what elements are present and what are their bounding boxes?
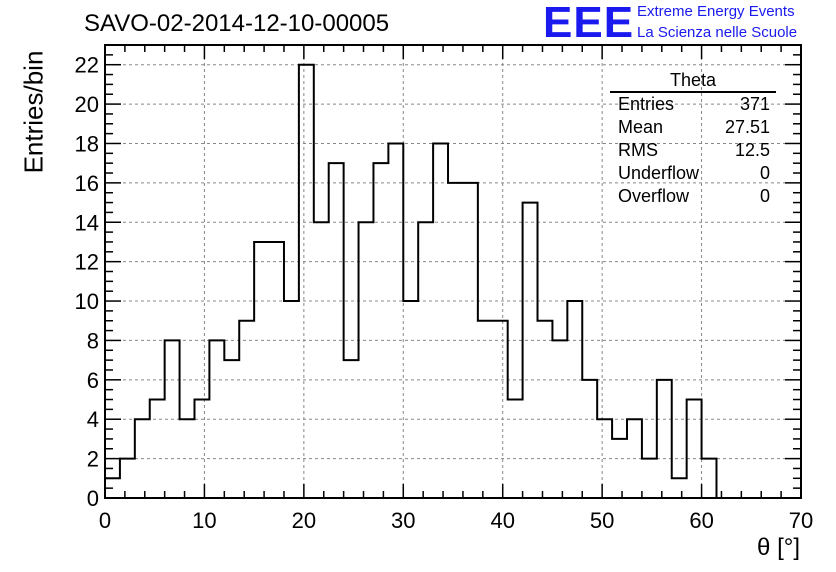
x-tick-label: 70 (789, 508, 813, 533)
stats-value: 27.51 (724, 117, 770, 137)
histogram-bin (224, 360, 239, 498)
histogram-bin (284, 301, 299, 498)
histogram-bin (254, 242, 269, 498)
histogram-bin (150, 400, 165, 498)
y-tick-label: 18 (75, 131, 99, 156)
stats-label: RMS (618, 140, 658, 160)
histogram-bin (120, 459, 135, 498)
y-tick-label: 0 (87, 486, 99, 511)
histogram-bin (209, 340, 224, 498)
histogram-bin (657, 380, 672, 498)
stats-box: Theta Entries 371 Mean 27.51 RMS 12.5 Un… (610, 70, 776, 208)
stats-label: Entries (618, 94, 675, 114)
histogram-bin (687, 400, 702, 498)
y-tick-label: 6 (87, 368, 99, 393)
x-tick-label: 40 (490, 508, 514, 533)
y-tick-label: 14 (75, 210, 99, 235)
histogram-bin (239, 321, 254, 498)
histogram-bin (672, 478, 687, 498)
y-tick-label: 16 (75, 171, 99, 196)
y-tick-label: 4 (87, 407, 99, 432)
x-tick-label: 60 (689, 508, 713, 533)
histogram-bin (433, 143, 448, 498)
plot-title: SAVO-02-2014-12-10-00005 (84, 10, 390, 37)
stats-row-mean: Mean 27.51 (610, 116, 776, 139)
x-tick-label: 50 (590, 508, 614, 533)
y-tick-label: 2 (87, 447, 99, 472)
histogram-bin (373, 163, 388, 498)
histogram-bin (314, 222, 329, 498)
stats-label: Overflow (618, 186, 690, 206)
histogram-bin (552, 340, 567, 498)
stats-row-overflow: Overflow 0 (610, 185, 776, 208)
histogram-bin (523, 203, 538, 498)
histogram-series-line (104, 63, 718, 498)
histogram-bin (344, 360, 359, 498)
histogram-bin (388, 143, 403, 498)
histogram-bin (299, 65, 314, 498)
y-tick-label: 10 (75, 289, 99, 314)
x-tick-label: 20 (292, 508, 316, 533)
y-tick-label: 12 (75, 250, 99, 275)
histogram-bin (194, 400, 209, 498)
logo-line-1: Extreme Energy Events (637, 3, 795, 20)
x-tick-label: 0 (99, 508, 111, 533)
y-tick-label: 8 (87, 328, 99, 353)
eee-logo-mark: EEE (543, 0, 635, 47)
histogram-bin (493, 321, 508, 498)
histogram-bin (567, 301, 582, 498)
stats-value: 371 (739, 94, 770, 114)
histogram-bin (612, 439, 627, 498)
stats-label: Mean (618, 117, 664, 137)
stats-label: Underflow (618, 163, 700, 183)
x-axis-label: θ [°] (757, 534, 800, 561)
x-tick-label: 30 (391, 508, 415, 533)
histogram-bin (642, 459, 657, 498)
logo-line-2: La Scienza nelle Scuole (637, 24, 798, 41)
stats-row-entries: Entries 371 (610, 93, 776, 116)
histogram-bin (508, 400, 523, 498)
histogram-bin (403, 301, 418, 498)
y-tick-label: 22 (75, 53, 99, 78)
y-axis-label: Entries/bin (18, 50, 49, 174)
stats-row-underflow: Underflow 0 (610, 162, 776, 185)
histogram-bin (702, 459, 717, 498)
stats-title: Theta (610, 70, 776, 93)
histogram-bin (538, 321, 553, 498)
stats-value: 0 (759, 163, 770, 183)
stats-row-rms: RMS 12.5 (610, 139, 776, 162)
histogram-bin (269, 242, 284, 498)
histogram-bin (582, 380, 597, 498)
histogram-bin (359, 222, 374, 498)
stats-value: 12.5 (734, 140, 770, 160)
stats-value: 0 (759, 186, 770, 206)
x-tick-label: 10 (192, 508, 216, 533)
y-tick-label: 20 (75, 92, 99, 117)
histogram-bin (478, 321, 493, 498)
histogram-bin (418, 222, 433, 498)
histogram-bin (180, 419, 195, 498)
histogram-bin (329, 163, 344, 498)
